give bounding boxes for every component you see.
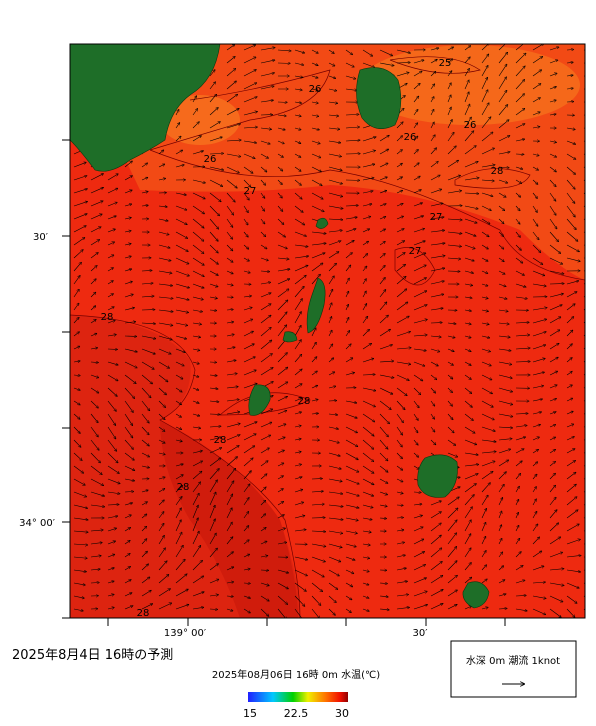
colorbar-tick-label: 15 [243, 707, 257, 720]
colorbar-title: 2025年08月06日 16時 0m 水温(℃) [212, 668, 380, 681]
current-arrow [584, 543, 596, 544]
current-arrow [584, 167, 595, 176]
contour-label: 27 [430, 212, 443, 223]
current-arrow [584, 570, 594, 574]
colorbar-tick-label: 30 [335, 707, 349, 720]
current-arrow [584, 219, 594, 227]
contour-label: 26 [309, 84, 322, 95]
contour-label: 26 [404, 132, 417, 143]
contour-label: 27 [409, 246, 422, 257]
contour-label: 28 [101, 312, 114, 323]
title: 2025年8月4日 16時の予測 [12, 648, 173, 663]
contour-label: 27 [244, 186, 257, 197]
contour-label: 28 [214, 435, 227, 446]
current-arrow [584, 473, 596, 479]
lon-label: 139° 00′ [164, 628, 207, 639]
current-arrow [584, 461, 596, 466]
legend-label: 水深 0m 潮流 1knot [466, 654, 560, 667]
contour-label: 28 [298, 396, 311, 407]
current-arrow [584, 486, 596, 492]
contour-label: 26 [204, 154, 217, 165]
contour-label: 25 [439, 58, 452, 69]
current-arrow [584, 115, 594, 117]
current-arrow [584, 232, 595, 238]
current-arrow [584, 513, 596, 518]
lat-label: 30′ [33, 232, 49, 243]
current-arrow [584, 527, 596, 531]
current-arrow [584, 128, 595, 131]
contour-label: 28 [177, 482, 190, 493]
current-arrow [584, 141, 595, 146]
contour-label: 26 [464, 120, 477, 131]
map: 25 26 26 26 26 27 27 27 28 28 28 28 28 28 [70, 41, 596, 620]
current-arrow [584, 449, 595, 453]
lat-label: 34° 00′ [19, 518, 56, 529]
lon-label: 30′ [413, 628, 429, 639]
current-arrow [584, 557, 596, 558]
current-arrow [584, 245, 595, 248]
colorbar-ticks: 15 22.5 30 [243, 707, 349, 720]
current-arrow [584, 154, 595, 161]
contour-label: 28 [137, 608, 150, 619]
current-arrow [584, 499, 596, 505]
colorbar-tick-label: 22.5 [284, 707, 309, 720]
colorbar [248, 692, 348, 702]
legend-box [451, 641, 576, 697]
current-arrow [584, 437, 595, 440]
contour-label: 28 [491, 166, 504, 177]
